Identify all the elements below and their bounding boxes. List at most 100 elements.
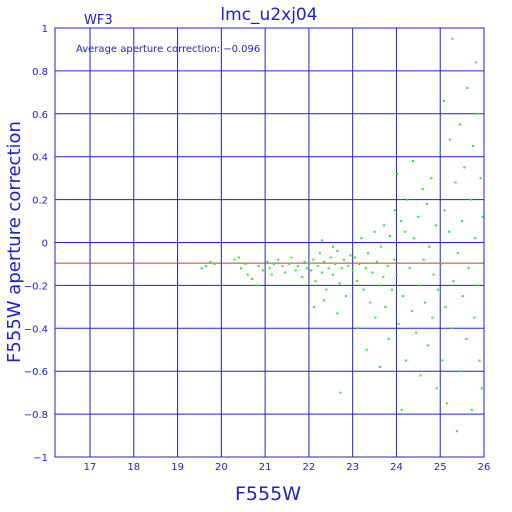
data-point bbox=[396, 172, 399, 175]
data-point bbox=[358, 262, 361, 265]
data-point bbox=[272, 262, 275, 265]
data-point bbox=[451, 37, 454, 40]
data-point bbox=[329, 256, 332, 259]
data-point bbox=[312, 258, 315, 261]
data-point bbox=[476, 284, 479, 287]
y-tick-label: 0 bbox=[42, 239, 48, 250]
data-point bbox=[428, 245, 431, 248]
data-points bbox=[200, 37, 484, 433]
data-point bbox=[404, 230, 407, 233]
grid-layer bbox=[55, 27, 485, 458]
data-point bbox=[356, 327, 359, 330]
data-point bbox=[477, 112, 480, 115]
data-point bbox=[393, 258, 396, 261]
data-point bbox=[386, 265, 389, 268]
data-point bbox=[375, 260, 378, 263]
data-point bbox=[338, 282, 341, 285]
data-point bbox=[364, 267, 367, 270]
data-point bbox=[321, 239, 324, 242]
data-point bbox=[250, 277, 253, 280]
data-point bbox=[339, 391, 342, 394]
data-point bbox=[437, 288, 440, 291]
y-tick-label: 1 bbox=[42, 24, 48, 35]
data-point bbox=[336, 312, 339, 315]
y-tick-label: 0.4 bbox=[32, 153, 48, 164]
data-point bbox=[460, 370, 463, 373]
data-point bbox=[382, 275, 385, 278]
data-point bbox=[240, 267, 243, 270]
y-axis-label: F555W aperture correction bbox=[4, 121, 25, 363]
data-point bbox=[478, 359, 481, 362]
x-tick-labels: 17 18 19 20 21 22 23 24 25 26 bbox=[84, 462, 491, 473]
data-point bbox=[450, 327, 453, 330]
data-point bbox=[470, 408, 473, 411]
data-point bbox=[246, 273, 249, 276]
data-point bbox=[422, 258, 425, 261]
chart-title: lmc_u2xj04 bbox=[220, 5, 317, 25]
data-point bbox=[378, 365, 381, 368]
data-point bbox=[307, 262, 310, 265]
x-tick-label: 18 bbox=[127, 462, 140, 473]
data-point bbox=[402, 295, 405, 298]
y-tick-label: −0.2 bbox=[24, 281, 48, 292]
data-point bbox=[480, 387, 483, 390]
data-point bbox=[331, 245, 334, 248]
data-point bbox=[410, 310, 413, 313]
data-point bbox=[374, 316, 377, 319]
data-point bbox=[461, 220, 464, 223]
data-point bbox=[303, 260, 306, 263]
data-point bbox=[426, 344, 429, 347]
data-point bbox=[395, 273, 398, 276]
data-point bbox=[406, 198, 409, 201]
x-tick-label: 24 bbox=[390, 462, 403, 473]
data-point bbox=[288, 262, 291, 265]
data-point bbox=[310, 269, 313, 272]
data-point bbox=[474, 237, 477, 240]
data-point bbox=[481, 215, 484, 218]
data-point bbox=[369, 301, 372, 304]
y-tick-labels: −1 −0.8 −0.6 −0.4 −0.2 0 0.2 0.4 0.6 0.8 1 bbox=[24, 24, 48, 464]
x-tick-label: 20 bbox=[215, 462, 228, 473]
data-point bbox=[391, 288, 394, 291]
data-point bbox=[205, 265, 208, 268]
data-point bbox=[454, 181, 457, 184]
data-point bbox=[387, 338, 390, 341]
data-point bbox=[383, 224, 386, 227]
data-point bbox=[373, 230, 376, 233]
data-point bbox=[439, 151, 442, 154]
data-point bbox=[441, 359, 444, 362]
data-point bbox=[305, 267, 308, 270]
data-point bbox=[431, 316, 434, 319]
x-tick-label: 25 bbox=[434, 462, 447, 473]
data-point bbox=[432, 273, 435, 276]
x-tick-label: 26 bbox=[478, 462, 491, 473]
annotation-text: Average aperture correction: −0.096 bbox=[76, 44, 260, 55]
x-tick-label: 19 bbox=[171, 462, 184, 473]
data-point bbox=[345, 295, 348, 298]
data-point bbox=[384, 305, 387, 308]
data-point bbox=[458, 123, 461, 126]
data-point bbox=[435, 387, 438, 390]
data-point bbox=[444, 305, 447, 308]
data-point bbox=[327, 267, 330, 270]
data-point bbox=[334, 262, 337, 265]
data-point bbox=[294, 269, 297, 272]
data-point bbox=[233, 258, 236, 261]
data-point bbox=[418, 284, 421, 287]
data-point bbox=[399, 220, 402, 223]
data-point bbox=[479, 177, 482, 180]
chart-subtitle: WF3 bbox=[84, 13, 113, 28]
data-point bbox=[347, 265, 350, 268]
data-point bbox=[331, 273, 334, 276]
data-point bbox=[290, 256, 293, 259]
data-point bbox=[423, 301, 426, 304]
x-tick-label: 23 bbox=[346, 462, 359, 473]
data-point bbox=[255, 284, 258, 287]
data-point bbox=[417, 215, 420, 218]
data-point bbox=[283, 271, 286, 274]
data-point bbox=[342, 258, 345, 261]
data-point bbox=[419, 374, 422, 377]
data-point bbox=[434, 224, 437, 227]
